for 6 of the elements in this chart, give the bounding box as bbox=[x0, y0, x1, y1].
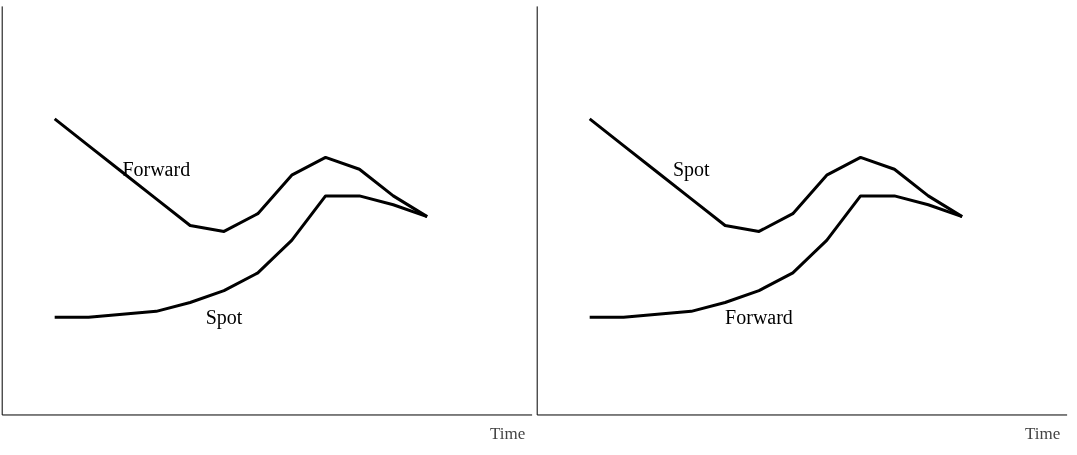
series-label: Forward bbox=[725, 306, 793, 329]
x-axis-title: Time bbox=[1025, 423, 1061, 443]
series-label: Spot bbox=[205, 306, 243, 330]
x-axis-title: Time bbox=[490, 423, 526, 443]
series-label: Forward bbox=[122, 158, 191, 181]
series-label: Spot bbox=[672, 158, 711, 182]
